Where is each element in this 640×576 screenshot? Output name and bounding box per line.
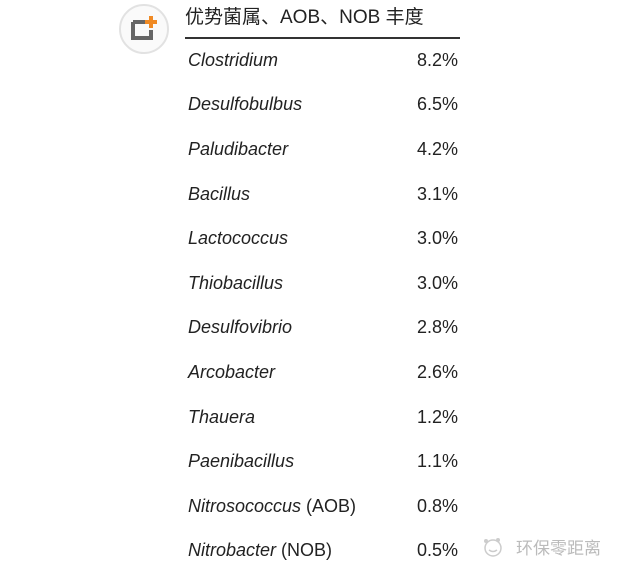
abundance-table: Clostridium 8.2% Desulfobulbus 6.5% Paludiba… (188, 38, 458, 573)
watermark: 环保零距离 (478, 534, 601, 559)
table-row: Paludibacter 4.2% (188, 127, 458, 172)
table-row: Lactococcus 3.0% (188, 216, 458, 261)
abundance-value: 1.2% (416, 406, 458, 427)
genus-label: Nitrosococcus (188, 495, 302, 516)
group-suffix: (AOB) (301, 495, 357, 516)
genus-label: Lactococcus (188, 228, 289, 249)
table-row: Paenibacillus 1.1% (188, 439, 458, 484)
abundance-value: 3.1% (416, 183, 458, 204)
wechat-icon (484, 537, 502, 557)
abundance-value: 4.2% (416, 138, 458, 159)
genus-label: Clostridium (188, 49, 279, 70)
genus-label: Paludibacter (188, 138, 289, 159)
table-row: Clostridium 8.2% (188, 38, 458, 83)
genus-name: Thiobacillus (188, 273, 283, 294)
table-row: Nitrobacter (NOB) 0.5% (188, 529, 458, 574)
table-row: Desulfovibrio 2.8% (188, 306, 458, 351)
abundance-value: 2.8% (416, 317, 458, 338)
genus-label: Thiobacillus (188, 272, 284, 293)
genus-label: Desulfobulbus (188, 94, 303, 115)
genus-name: Thauera (188, 407, 255, 428)
genus-name: Desulfobulbus (188, 94, 302, 115)
genus-label: Nitrobacter (188, 540, 277, 561)
genus-name: Clostridium (188, 50, 278, 71)
abundance-value: 0.8% (416, 495, 458, 516)
genus-label: Arcobacter (188, 361, 276, 382)
group-suffix: (NOB) (276, 540, 333, 561)
genus-name: Lactococcus (188, 228, 288, 249)
watermark-text: 环保零距离 (516, 539, 601, 558)
table-header: 优势菌属、AOB、NOB 丰度 (185, 4, 460, 39)
genus-name: Nitrosococcus (AOB) (188, 496, 356, 517)
genus-name: Bacillus (188, 184, 250, 205)
abundance-value: 0.5% (416, 540, 458, 561)
abundance-value: 1.1% (416, 451, 458, 472)
abundance-value: 3.0% (416, 228, 458, 249)
logo-icon (119, 4, 169, 54)
table-row: Arcobacter 2.6% (188, 350, 458, 395)
genus-label: Bacillus (188, 183, 251, 204)
genus-name: Paludibacter (188, 139, 288, 160)
abundance-value: 3.0% (416, 272, 458, 293)
genus-label: Thauera (188, 406, 256, 427)
genus-name: Paenibacillus (188, 451, 294, 472)
abundance-value: 2.6% (416, 361, 458, 382)
abundance-value: 8.2% (416, 49, 458, 70)
genus-name: Arcobacter (188, 362, 275, 383)
genus-name: Nitrobacter (NOB) (188, 540, 332, 561)
genus-name: Desulfovibrio (188, 317, 292, 338)
table-row: Nitrosococcus (AOB) 0.8% (188, 484, 458, 529)
table-row: Desulfobulbus 6.5% (188, 83, 458, 128)
table-row: Bacillus 3.1% (188, 172, 458, 217)
genus-label: Desulfovibrio (188, 317, 293, 338)
abundance-value: 6.5% (416, 94, 458, 115)
table-row: Thiobacillus 3.0% (188, 261, 458, 306)
genus-label: Paenibacillus (188, 451, 295, 472)
table-row: Thauera 1.2% (188, 395, 458, 440)
